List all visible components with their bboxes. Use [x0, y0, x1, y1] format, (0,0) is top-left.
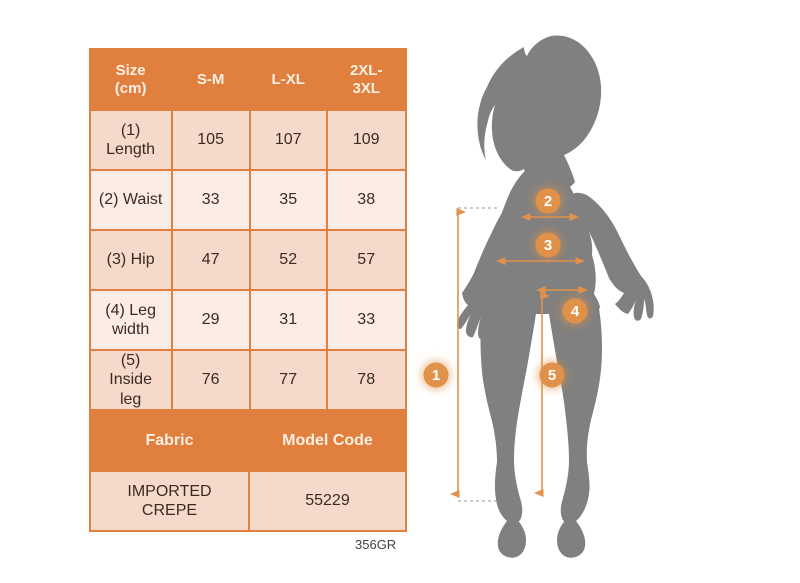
- svg-text:3: 3: [544, 237, 552, 254]
- svg-text:4: 4: [571, 303, 580, 320]
- svg-text:1: 1: [432, 367, 440, 384]
- svg-text:5: 5: [548, 367, 556, 384]
- svg-text:2: 2: [544, 193, 552, 210]
